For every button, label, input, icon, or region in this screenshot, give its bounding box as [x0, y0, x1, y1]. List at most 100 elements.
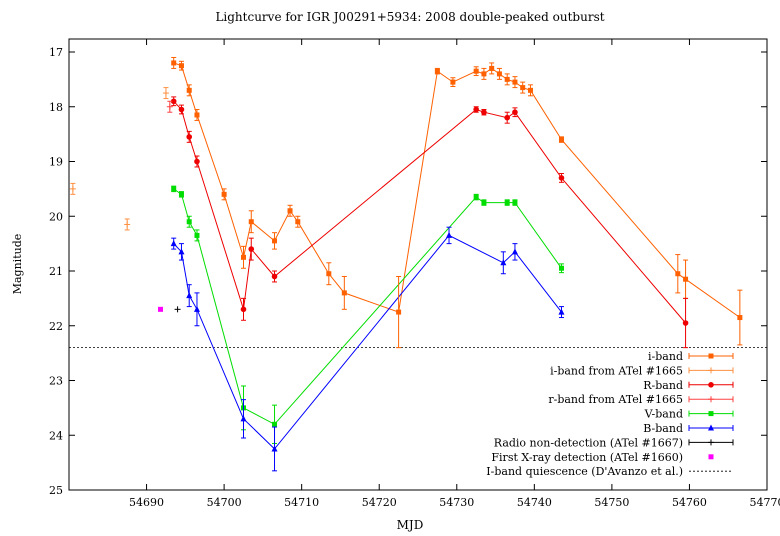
r-band-point [271, 273, 278, 280]
legend-label-v-band: V-band [644, 408, 683, 421]
x-tick-label: 54730 [439, 496, 474, 509]
i-band-point [396, 309, 402, 315]
i-band-point [248, 219, 254, 225]
x-tick-label: 54690 [129, 496, 164, 509]
i-band-point [178, 63, 184, 69]
i-band-point [737, 315, 743, 321]
legend-marker-v-band [708, 411, 714, 417]
legend-label-r-band-from-atel-1665: r-band from ATel #1665 [548, 393, 683, 406]
plot-frame [68, 38, 768, 491]
v-band-point [194, 232, 200, 238]
r-band-point [512, 109, 518, 116]
i-band-point [450, 79, 456, 85]
y-tick-label: 25 [49, 484, 63, 497]
i-band-from-atel-1665-point [162, 90, 169, 97]
i-band-point [527, 87, 533, 93]
i-band-point [558, 137, 564, 143]
x-tick-label: 54750 [594, 496, 629, 509]
i-band-point [512, 79, 518, 85]
legend-label-i-band-quiescence-d-avanzo-et-al: I-band quiescence (D'Avanzo et al.) [486, 465, 683, 478]
b-band-point [271, 445, 278, 452]
legend-marker-r-band-from-atel-1665 [708, 396, 714, 403]
legend-marker-b-band [708, 424, 714, 431]
r-band-point [186, 134, 193, 140]
legend-label-i-band: i-band [648, 350, 683, 363]
i-band-point [186, 87, 192, 93]
b-band-point [178, 248, 185, 255]
x-tick-label: 54700 [207, 496, 242, 509]
i-band-point [194, 112, 200, 118]
b-band-point [240, 415, 247, 422]
legend-marker-i-band-from-atel-1665 [708, 367, 714, 374]
b-band-point [500, 259, 507, 266]
r-band-point [558, 175, 565, 181]
r-band-point [504, 114, 510, 121]
i-band-point [221, 191, 227, 197]
r-band-point [248, 246, 255, 252]
r-band-point [240, 306, 247, 313]
y-tick-label: 17 [49, 46, 63, 59]
r-band-point [481, 109, 487, 116]
i-band-point [171, 60, 177, 66]
y-tick-label: 22 [49, 320, 63, 333]
x-tick-label: 54760 [672, 496, 707, 509]
y-axis-label: Magnitude [11, 234, 24, 295]
r-band-point [170, 98, 177, 105]
v-band-point [512, 200, 518, 206]
v-band-point [558, 265, 564, 271]
y-tick-label: 24 [49, 429, 63, 442]
r-band-point [682, 320, 689, 326]
i-band-point [326, 271, 332, 277]
legend-label-b-band: B-band [643, 422, 683, 435]
i-band-line [173, 62, 741, 318]
y-tick-label: 18 [49, 101, 63, 114]
b-band-point [511, 248, 518, 255]
radio-non-detection-atel-1667-point [174, 306, 181, 313]
y-tick-label: 21 [49, 265, 63, 278]
v-band-point [481, 200, 487, 206]
i-band-point [341, 290, 347, 296]
i-band-point [272, 238, 278, 244]
i-band-from-atel-1665-point [124, 221, 131, 228]
i-band-point [287, 208, 293, 214]
r-band-line [173, 100, 686, 324]
i-band-point [675, 271, 681, 277]
y-tick-label: 23 [49, 375, 63, 388]
b-band-point [193, 305, 200, 312]
r-band-point [178, 106, 185, 113]
i-band-point [295, 219, 301, 225]
i-band-point [434, 68, 440, 74]
v-band-point [186, 219, 192, 225]
axis-ticks: 54690 54700 54710 54720 54730 54740 54750 54760… [49, 39, 780, 509]
i-band-point [683, 276, 689, 282]
v-band-point [178, 191, 184, 197]
x-tick-label: 54720 [362, 496, 397, 509]
legend-marker-radio-non-detection-atel-1667 [708, 439, 714, 446]
i-band-point [496, 71, 502, 77]
data-points [69, 56, 743, 472]
first-x-ray-detection-atel-1660-point [158, 306, 164, 312]
y-tick-label: 19 [49, 156, 63, 169]
v-band-line [173, 188, 562, 425]
legend-marker-first-x-ray-detection-atel-1660 [708, 454, 714, 460]
x-tick-label: 54740 [517, 496, 552, 509]
i-band-point [481, 71, 487, 77]
b-band-point [186, 292, 193, 299]
r-band-point [194, 158, 200, 165]
legend-marker-r-band [708, 382, 714, 388]
legend-marker-i-band [708, 353, 714, 359]
i-band-point [489, 65, 495, 71]
i-band-point [473, 68, 479, 74]
legend-label-r-band: R-band [643, 379, 683, 392]
v-band-point [272, 421, 278, 427]
b-band-point [558, 308, 565, 315]
x-tick-label: 54710 [284, 496, 319, 509]
x-tick-label: 54770 [750, 496, 780, 509]
x-axis-label: MJD [397, 518, 424, 532]
chart-title: Lightcurve for IGR J00291+5934: 2008 dou… [215, 10, 604, 24]
r-band-from-atel-1665-point [166, 103, 173, 110]
legend-label-i-band-from-atel-1665: i-band from ATel #1665 [550, 364, 683, 377]
b-band-point [170, 240, 177, 247]
